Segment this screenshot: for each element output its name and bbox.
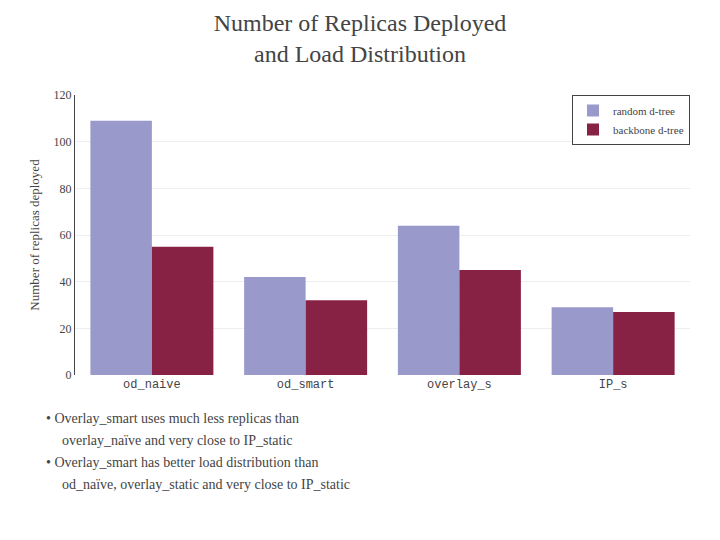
svg-text:od_smart: od_smart [277, 378, 335, 392]
svg-text:IP_s: IP_s [599, 378, 628, 392]
svg-text:od_naïve, overlay_static and v: od_naïve, overlay_static and very close … [62, 477, 350, 492]
svg-text:random d-tree: random d-tree [613, 105, 675, 117]
svg-text:Number of replicas deployed: Number of replicas deployed [27, 159, 42, 311]
svg-text:Number of Replicas Deployedand: Number of Replicas Deployedand Load Dist… [214, 10, 507, 67]
svg-text:80: 80 [60, 182, 72, 196]
svg-text:overlay_s: overlay_s [427, 378, 492, 392]
svg-text:20: 20 [60, 322, 72, 336]
svg-text:60: 60 [60, 228, 72, 242]
svg-text:• Overlay_smart has better loa: • Overlay_smart has better load distribu… [46, 455, 318, 470]
svg-text:120: 120 [54, 88, 72, 102]
svg-text:od_naive: od_naive [123, 378, 181, 392]
svg-text:40: 40 [60, 275, 72, 289]
svg-text:backbone d-tree: backbone d-tree [613, 124, 684, 136]
svg-text:0: 0 [66, 368, 72, 382]
svg-text:overlay_naïve and very close t: overlay_naïve and very close to IP_stati… [62, 433, 293, 448]
svg-text:• Overlay_smart uses much less: • Overlay_smart uses much less replicas … [46, 411, 299, 426]
svg-text:100: 100 [54, 135, 72, 149]
